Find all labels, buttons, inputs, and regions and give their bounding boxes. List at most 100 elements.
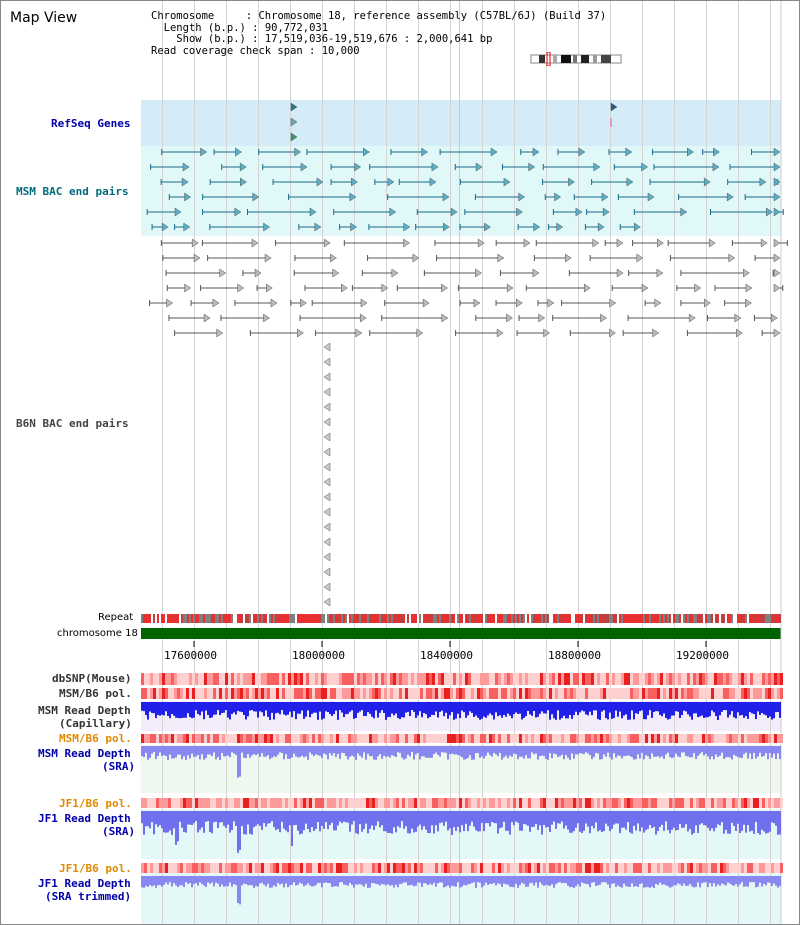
- jf1-trim-depth-bar: [607, 876, 609, 885]
- msm-b6-pol-heat-cell: [723, 688, 726, 699]
- msm-sra-depth-bar: [639, 746, 641, 759]
- dbsnp-heat-cell: [372, 673, 375, 685]
- repeat-segment: [297, 614, 299, 623]
- jf1-sra-depth-bar: [317, 811, 319, 823]
- jf1-sra-depth-bar: [641, 811, 643, 828]
- jf1-b6-pol-heat-cell: [525, 798, 528, 808]
- repeat-segment: [187, 614, 189, 623]
- msm-b6-pol-heat-cell: [162, 688, 165, 699]
- jf1-b6-pol-heat-cell: [435, 798, 438, 808]
- jf1-b6-pol-2-heat-cell: [723, 863, 726, 873]
- repeat-segment: [779, 614, 781, 623]
- dbsnp-heat-cell: [213, 673, 216, 685]
- msm-b6-pol-2-heat-cell: [684, 734, 687, 743]
- msm-cap-depth-bar: [559, 702, 561, 720]
- repeat-segment: [397, 614, 399, 623]
- dbsnp-heat-cell: [210, 673, 213, 685]
- msm-bac-pair-arrow: [403, 222, 411, 232]
- msm-b6-pol-2-heat-cell: [255, 734, 258, 743]
- jf1-b6-pol-2-heat-cell: [315, 863, 318, 873]
- jf1-trim-depth-bar: [583, 876, 585, 884]
- jf1-b6-pol-heat-cell: [408, 798, 411, 808]
- repeat-segment: [609, 614, 611, 623]
- jf1-trim-depth-bar: [741, 876, 743, 883]
- msm-b6-pol-2-heat-cell: [150, 734, 153, 743]
- msm-b6-pol-2-heat-cell: [186, 734, 189, 743]
- msm-cap-depth-bar: [443, 702, 445, 717]
- msm-cap-depth-bar: [415, 702, 417, 718]
- dbsnp-heat-cell: [423, 673, 426, 685]
- msm-b6-pol-2-heat-cell: [411, 734, 414, 743]
- jf1-b6-pol-heat-cell: [195, 798, 198, 808]
- msm-bac-pair-arrow: [442, 192, 450, 202]
- jf1-sra-depth-bar: [363, 811, 365, 830]
- repeat-segment: [185, 614, 187, 623]
- jf1-trim-depth-bar: [597, 876, 599, 886]
- repeat-segment: [329, 614, 331, 623]
- dbsnp-heat-cell: [711, 673, 714, 685]
- repeat-segment: [455, 614, 457, 623]
- jf1-sra-depth-bar: [555, 811, 557, 829]
- msm-b6-pol-2-heat-cell: [321, 734, 324, 743]
- b6n-bac-pair-arrow: [270, 298, 278, 308]
- dbsnp-heat-cell: [309, 673, 312, 685]
- repeat-segment: [291, 614, 293, 623]
- jf1-b6-pol-2-heat-cell: [726, 863, 729, 873]
- jf1-sra-depth-bar: [647, 811, 649, 829]
- msm-bac-pair-arrow: [354, 162, 362, 172]
- b6n-bac-pair-arrow: [773, 268, 781, 278]
- jf1-trim-depth-bar: [685, 876, 687, 886]
- jf1-sra-depth-bar: [613, 811, 615, 825]
- jf1-trim-depth-bar: [153, 876, 155, 886]
- jf1-sra-depth-bar: [525, 811, 527, 825]
- jf1-b6-pol-2-heat-cell: [594, 863, 597, 873]
- msm-cap-depth-bar: [323, 702, 325, 719]
- jf1-b6-pol-2-heat-cell: [390, 863, 393, 873]
- jf1-b6-pol-2-heat-cell: [738, 863, 741, 873]
- jf1-b6-pol-2-heat-cell: [705, 863, 708, 873]
- msm-b6-pol-heat-cell: [303, 688, 306, 699]
- jf1-b6-pol-heat-cell: [345, 798, 348, 808]
- msm-sra-depth-bar: [481, 746, 483, 757]
- jf1-b6-pol-heat-cell: [630, 798, 633, 808]
- jf1-b6-pol-2-heat-cell: [432, 863, 435, 873]
- msm-cap-depth-bar: [185, 702, 187, 718]
- msm-cap-depth-bar: [715, 702, 717, 717]
- msm-b6-pol-heat-cell: [531, 688, 534, 699]
- jf1-trim-depth-bar: [511, 876, 513, 887]
- msm-sra-depth-bar: [359, 746, 361, 756]
- chromosome-bar[interactable]: [141, 628, 781, 639]
- jf1-sra-depth-bar: [333, 811, 335, 831]
- msm-sra-depth-bar: [227, 746, 229, 756]
- msm-cap-depth-bar: [747, 702, 749, 719]
- jf1-b6-pol-heat-cell: [654, 798, 657, 808]
- msm-bac-pair-arrow: [252, 192, 260, 202]
- msm-cap-depth-bar: [763, 702, 765, 715]
- msm-sra-depth-bar: [395, 746, 397, 758]
- dbsnp-heat-cell: [216, 673, 219, 685]
- jf1-b6-pol-2-heat-cell: [708, 863, 711, 873]
- jf1-sra-depth-bar: [375, 811, 377, 826]
- jf1-b6-pol-heat-cell: [501, 798, 504, 808]
- jf1-sra-depth-bar: [275, 811, 277, 831]
- msm-b6-pol-heat-cell: [273, 688, 276, 699]
- msm-sra-depth-bar: [727, 746, 729, 757]
- chromosome-ideogram[interactable]: [529, 52, 625, 66]
- jf1-b6-pol-heat-cell: [396, 798, 399, 808]
- jf1-b6-pol-heat-cell: [204, 798, 207, 808]
- dbsnp-heat-cell: [438, 673, 441, 685]
- repeat-segment: [417, 614, 419, 623]
- msm-sra-depth-bar: [545, 746, 547, 759]
- jf1-trim-depth-bar: [341, 876, 343, 883]
- msm-b6-pol-heat-cell: [720, 688, 723, 699]
- msm-cap-depth-bar: [539, 702, 541, 714]
- jf1-trim-depth-bar: [525, 876, 527, 887]
- jf1-b6-pol-heat-cell: [543, 798, 546, 808]
- dbsnp-heat-cell: [270, 673, 273, 685]
- jf1-b6-pol-heat-cell: [711, 798, 714, 808]
- repeat-segment: [367, 614, 369, 623]
- msm-b6-pol-2-heat-cell: [615, 734, 618, 743]
- msm-cap-depth-bar: [493, 702, 495, 720]
- jf1-b6-pol-heat-cell: [522, 798, 525, 808]
